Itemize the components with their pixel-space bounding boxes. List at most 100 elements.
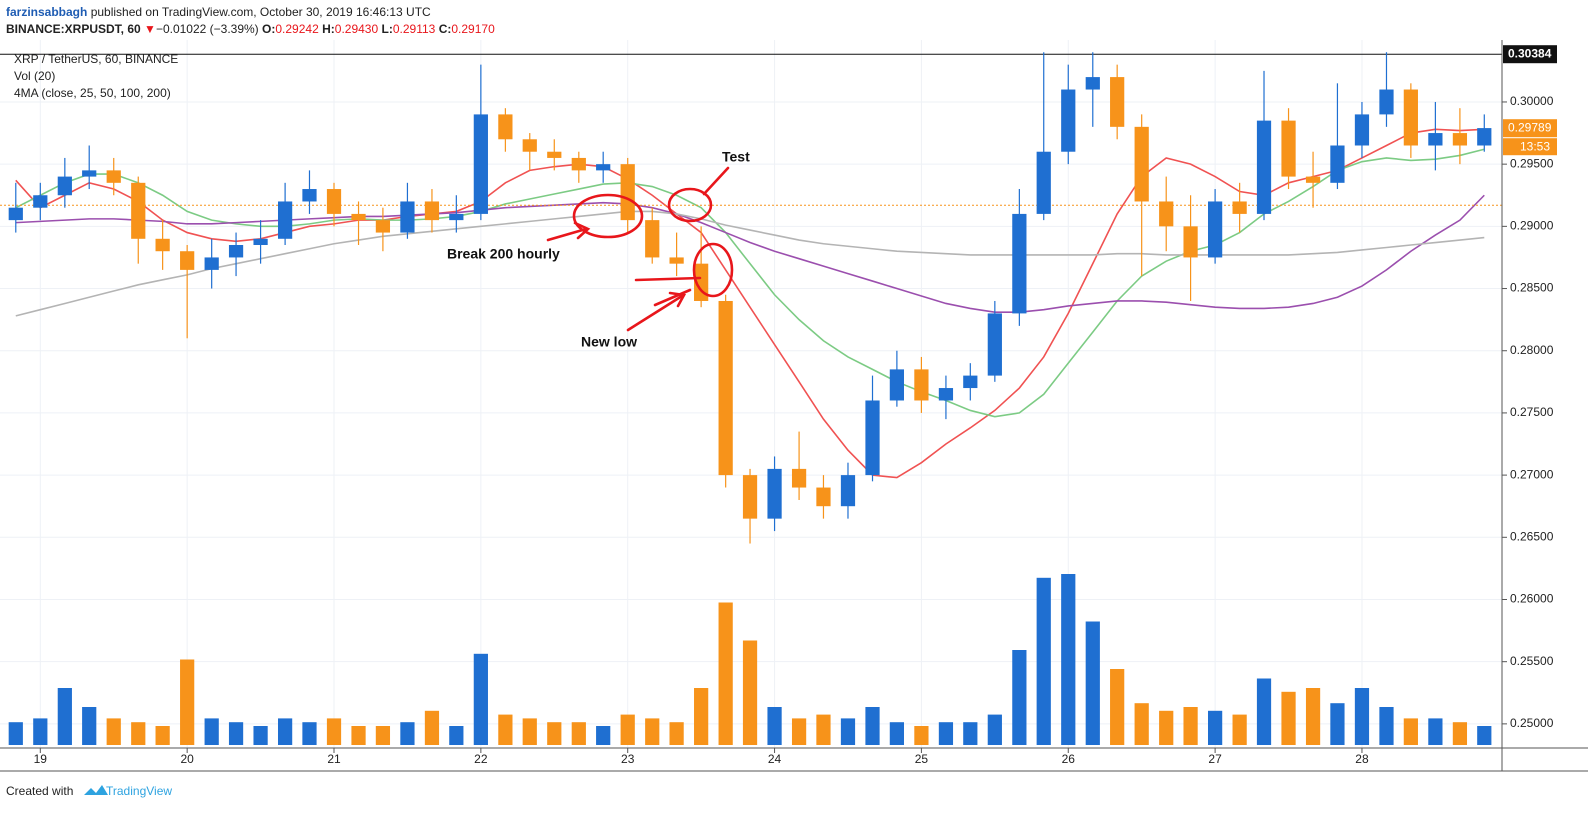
volume-bar — [1232, 714, 1247, 745]
volume-bar — [1281, 691, 1296, 745]
candle-body — [351, 213, 366, 221]
volume-bar — [596, 726, 611, 745]
footer-brand[interactable]: TradingView — [106, 784, 172, 798]
y-tick-label: 0.26500 — [1510, 529, 1554, 543]
volume-bar — [1452, 722, 1468, 745]
x-tick-label: 25 — [915, 752, 929, 766]
x-tick-label: 24 — [768, 752, 782, 766]
candle-body — [1477, 128, 1492, 146]
volume-bar — [987, 714, 1002, 745]
high-label-box — [1503, 45, 1557, 64]
volume-bar — [180, 659, 195, 745]
volume-bar — [1330, 703, 1345, 745]
candle-body — [8, 207, 23, 221]
volume-bar — [1110, 669, 1125, 745]
volume-bar — [914, 726, 929, 745]
candle-body — [375, 220, 391, 233]
o-label: O: — [262, 22, 276, 36]
y-tick-label: 0.27500 — [1510, 405, 1554, 419]
volume-bar — [498, 714, 513, 745]
candle-body — [228, 245, 244, 258]
price-labels: 0.30384 0.29789 13:53 — [1503, 45, 1557, 156]
volume-bar — [155, 726, 170, 745]
volume-bar — [547, 722, 562, 745]
low: 0.29113 — [392, 22, 436, 36]
candle-body — [889, 369, 904, 401]
candle-body — [767, 468, 782, 519]
candle-body — [914, 369, 929, 401]
candle-body — [1061, 89, 1076, 152]
volume-bar — [791, 718, 807, 745]
volume-bar — [718, 602, 733, 745]
logo — [84, 785, 108, 795]
l-label: L: — [381, 22, 393, 36]
candle-body — [620, 164, 635, 221]
axes: 0.25000 0.25500 0.26000 0.26500 0.27000 0.275… — [0, 40, 1588, 772]
candle-body — [840, 475, 856, 507]
candle-body — [669, 257, 684, 264]
x-tick-label: 19 — [34, 752, 48, 766]
candle-body — [253, 238, 268, 246]
volume-bar — [33, 718, 48, 745]
volume-bar — [424, 710, 440, 745]
candle-body — [963, 375, 978, 389]
candle-body — [57, 176, 72, 196]
symbol-line: BINANCE:XRPUSDT, 60 ▼−0.01022 (−3.39%) O… — [6, 22, 495, 36]
candle-body — [1085, 77, 1100, 90]
candle-body — [694, 263, 709, 301]
x-tick-label: 28 — [1355, 752, 1369, 766]
volume-bar — [620, 714, 635, 745]
candle-body — [326, 189, 342, 214]
candle-body — [1379, 89, 1394, 115]
candle-body — [473, 114, 488, 214]
volume-bar — [277, 718, 293, 745]
test-circle — [667, 187, 713, 223]
candle-body — [277, 201, 293, 239]
countdown-box — [1503, 138, 1557, 156]
candle-body — [449, 213, 464, 221]
change: −0.01022 (−3.39%) — [155, 22, 259, 36]
candle-body — [400, 201, 415, 233]
candle-body — [522, 139, 537, 152]
candle-body — [1207, 201, 1223, 258]
candle-body — [1452, 133, 1468, 146]
volume-bar — [8, 722, 23, 745]
y-tick-label: 0.29000 — [1510, 219, 1554, 233]
candle-body — [1012, 213, 1027, 314]
candle-body — [1110, 77, 1125, 127]
test-label: Test — [722, 149, 750, 165]
countdown: 13:53 — [1520, 139, 1550, 153]
candle-body — [791, 468, 807, 488]
candle-body — [302, 189, 317, 202]
new-low-label: New low — [581, 334, 637, 350]
candle-body — [1232, 201, 1247, 214]
low-arrows — [626, 276, 702, 332]
high-label: 0.30384 — [1508, 46, 1552, 60]
candle-body — [1159, 201, 1174, 227]
volume-bar — [1305, 688, 1321, 745]
candle-body — [498, 114, 513, 140]
volume-bar — [375, 726, 391, 745]
volume-bar — [1207, 710, 1223, 745]
x-tick-label: 27 — [1208, 752, 1222, 766]
y-tick-label: 0.26000 — [1510, 592, 1554, 606]
close: 0.29170 — [451, 22, 495, 36]
volume-bar — [1183, 707, 1198, 745]
volume-bar — [938, 722, 954, 745]
candle-body — [1305, 176, 1321, 183]
candle-body — [106, 170, 121, 183]
volume-bar — [473, 653, 488, 745]
candle-body — [82, 170, 97, 177]
legend: XRP / TetherUS, 60, BINANCE Vol (20) 4MA… — [14, 52, 178, 100]
candle-body — [424, 201, 440, 221]
volume-pane — [8, 574, 1492, 745]
volume-bar — [1428, 718, 1443, 745]
publish-line: farzinsabbagh published on TradingView.c… — [6, 5, 431, 19]
candle-body — [204, 257, 219, 270]
author[interactable]: farzinsabbagh — [6, 5, 88, 19]
volume-bar — [669, 722, 684, 745]
x-tick-label: 23 — [621, 752, 635, 766]
volume-bar — [1477, 726, 1492, 745]
break-arrow — [546, 221, 591, 242]
